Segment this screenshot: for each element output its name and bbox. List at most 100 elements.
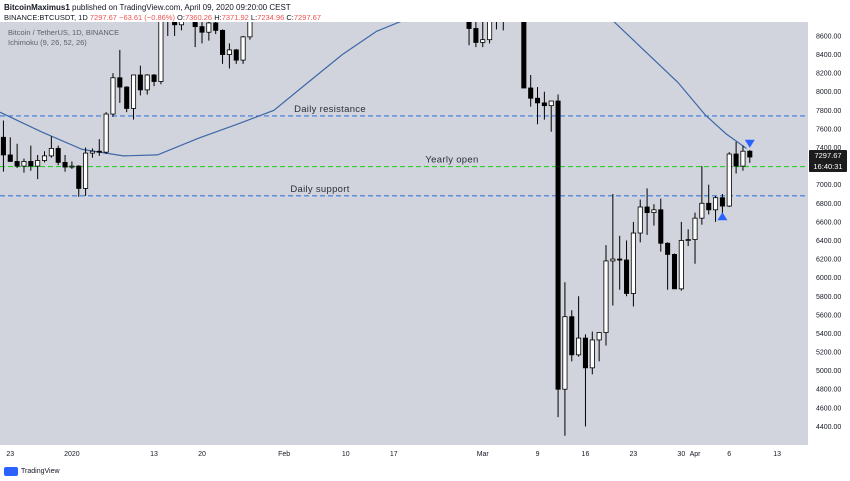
candle-body-67 <box>678 240 684 290</box>
x-tick-label-4: Feb <box>278 451 290 458</box>
x-tick-label-14: 13 <box>773 451 781 458</box>
candle-body-55 <box>596 332 602 341</box>
candle-body-12 <box>83 152 89 189</box>
published-info: published on TradingView.com, April 09, … <box>72 3 291 12</box>
candle-body-3 <box>21 161 27 167</box>
y-tick-label-7: 5800.00 <box>816 294 841 301</box>
x-tick-label-2: 13 <box>150 451 158 458</box>
x-tick-label-3: 20 <box>198 451 206 458</box>
price-change: −63.61 (−0.86%) <box>119 13 175 22</box>
candle-body-36 <box>247 22 253 38</box>
x-tick-label-13: 6 <box>727 451 731 458</box>
candle-body-74 <box>726 153 732 207</box>
candle-body-49 <box>555 100 561 390</box>
tradingview-logo-icon[interactable] <box>4 467 18 476</box>
last-price: 7297.67 <box>89 13 117 22</box>
candles <box>0 22 753 436</box>
candle-body-8 <box>55 148 61 163</box>
low-label: L: <box>250 13 258 22</box>
candle-body-56 <box>603 260 609 333</box>
candle-body-34 <box>233 49 239 61</box>
candle-body-6 <box>41 155 48 161</box>
ohlc-line: BINANCE:BTCUSDT, 1D 7297.67 −63.61 (−0.8… <box>4 13 321 22</box>
ichimoku-line <box>0 22 747 157</box>
candle-body-75 <box>733 153 739 167</box>
candle-body-50 <box>562 316 568 390</box>
y-tick-label-5: 5400.00 <box>816 331 841 338</box>
time-axis[interactable] <box>0 445 808 466</box>
price-axis[interactable] <box>808 22 850 466</box>
candle-body-60 <box>630 232 636 294</box>
candle-body-13 <box>89 150 95 154</box>
candle-body-69 <box>692 217 698 240</box>
candle-body-9 <box>62 161 68 168</box>
time-axis-labels: 23 2020 13 20 Feb 10 17 Mar 9 16 23 30 Apr 6 13 <box>6 451 781 458</box>
price-tag-value: 7297.67 <box>814 151 841 160</box>
candle-body-57 <box>610 258 616 262</box>
y-tick-label-9: 6200.00 <box>816 257 841 264</box>
close-label: C: <box>286 13 294 22</box>
author-name[interactable]: BitcoinMaximus1 <box>4 3 70 12</box>
candle-body-39 <box>473 28 479 43</box>
candle-body-28 <box>192 22 198 28</box>
candle-body-63 <box>651 209 657 213</box>
candle-body-14 <box>96 150 102 153</box>
candle-body-54 <box>589 339 595 369</box>
arrow-up-0 <box>717 212 728 221</box>
candle-body-45 <box>528 87 534 99</box>
candle-body-40 <box>480 39 486 43</box>
candle-body-23 <box>158 22 164 82</box>
candle-body-76 <box>740 150 746 167</box>
price-levels: Daily resistance Yearly open Daily support <box>0 104 808 197</box>
y-tick-label-13: 7000.00 <box>816 182 841 189</box>
signal-arrows <box>717 139 755 221</box>
candle-body-65 <box>665 242 671 255</box>
candle-body-19 <box>131 74 137 109</box>
symbol-label: BINANCE:BTCUSDT, 1D <box>4 13 88 22</box>
chart-header: BitcoinMaximus1 published on TradingView… <box>4 2 846 22</box>
candle-body-18 <box>124 86 130 109</box>
candle-body-20 <box>137 74 143 91</box>
candle-body-47 <box>541 102 547 107</box>
level-label-1: Yearly open <box>425 155 478 166</box>
candle-body-41 <box>487 22 493 41</box>
candle-body-77 <box>747 150 753 158</box>
x-tick-label-7: Mar <box>477 451 490 458</box>
candle-body-0 <box>0 136 6 156</box>
y-tick-label-17: 7800.00 <box>816 108 841 115</box>
arrow-down-1 <box>744 139 755 148</box>
open-value: 7360.26 <box>184 13 213 22</box>
y-tick-label-4: 5200.00 <box>816 350 841 357</box>
candle-body-5 <box>35 160 41 167</box>
y-tick-label-12: 6800.00 <box>816 201 841 208</box>
candle-body-48 <box>548 100 554 107</box>
candlestick-chart[interactable]: Daily resistance Yearly open Daily support… <box>0 22 850 466</box>
candle-body-29 <box>199 26 205 33</box>
level-label-2: Daily support <box>290 184 349 195</box>
price-tag-box <box>809 150 847 173</box>
candle-body-25 <box>172 22 178 26</box>
candle-body-62 <box>644 206 650 213</box>
x-tick-label-12: Apr <box>690 451 702 458</box>
ichimoku-indicator <box>0 22 747 157</box>
candle-body-7 <box>48 148 54 157</box>
y-tick-label-21: 8600.00 <box>816 33 841 40</box>
x-tick-label-0: 23 <box>6 451 14 458</box>
candle-body-35 <box>240 36 246 61</box>
x-tick-label-1: 2020 <box>64 451 80 458</box>
x-tick-label-5: 10 <box>342 451 350 458</box>
y-tick-label-1: 4600.00 <box>816 405 841 412</box>
y-tick-label-18: 8000.00 <box>816 89 841 96</box>
candle-body-31 <box>213 22 219 31</box>
footer-brand[interactable]: TradingView <box>21 468 60 475</box>
candle-body-10 <box>69 165 75 168</box>
candle-body-2 <box>14 161 20 167</box>
candle-body-70 <box>699 202 705 219</box>
candle-body-46 <box>535 97 541 104</box>
y-tick-label-10: 6400.00 <box>816 238 841 245</box>
publisher-line: BitcoinMaximus1 published on TradingView… <box>4 3 291 12</box>
x-tick-label-11: 30 <box>677 451 685 458</box>
candle-body-15 <box>103 113 109 153</box>
x-tick-label-9: 16 <box>582 451 590 458</box>
y-tick-label-16: 7600.00 <box>816 126 841 133</box>
